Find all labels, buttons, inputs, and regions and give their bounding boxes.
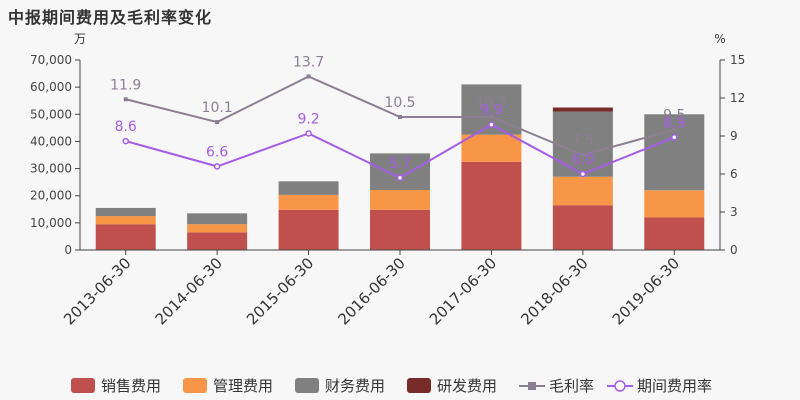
- left-tick-label: 40,000: [30, 134, 72, 148]
- line-point[interactable]: [396, 174, 404, 182]
- bar-segment[interactable]: [552, 107, 613, 112]
- left-tick-label: 60,000: [30, 80, 72, 94]
- left-tick-label: 50,000: [30, 107, 72, 121]
- bar-segment[interactable]: [644, 190, 705, 218]
- legend-label: 管理费用: [213, 377, 273, 395]
- left-tick-label: 20,000: [30, 189, 72, 203]
- line-point[interactable]: [489, 115, 494, 119]
- line-point[interactable]: [215, 120, 220, 125]
- data-label: 8.9: [663, 115, 685, 131]
- legend-item[interactable]: 研发费用: [407, 377, 497, 395]
- left-tick-label: 70,000: [30, 53, 72, 67]
- data-label: 5.7: [389, 156, 411, 172]
- data-label: 8.6: [115, 119, 137, 135]
- left-tick-label: 30,000: [30, 162, 72, 176]
- bar-segment[interactable]: [278, 181, 339, 195]
- bar-segment[interactable]: [644, 114, 705, 191]
- line-point[interactable]: [488, 121, 495, 128]
- right-tick-label: 12: [730, 91, 745, 105]
- data-label: 10.1: [202, 100, 233, 116]
- data-label: 9.2: [297, 111, 319, 127]
- right-tick-label: 6: [730, 167, 738, 181]
- legend-item[interactable]: 毛利率: [519, 377, 594, 395]
- bar-segment[interactable]: [187, 232, 248, 250]
- left-y-axis: 0 10,000 20,000 30,000 40,000 50,000 60,000 70,…: [30, 53, 81, 257]
- line-point[interactable]: [671, 134, 678, 141]
- line-point[interactable]: [306, 74, 311, 79]
- right-axis-unit: %: [714, 32, 725, 46]
- chart-legend[interactable]: 销售费用 管理费用 财务费用 研发费用 毛利率 期间费用率: [71, 377, 712, 395]
- bar-segment[interactable]: [95, 207, 156, 217]
- legend-swatch: [71, 378, 95, 393]
- legend-item[interactable]: 期间费用率: [607, 377, 712, 395]
- bar-segment[interactable]: [370, 190, 430, 210]
- line-point[interactable]: [123, 97, 128, 102]
- x-tick-label: 2017-06-30: [426, 254, 500, 328]
- data-label: 6.0: [572, 152, 594, 168]
- left-axis-unit: 万: [74, 32, 86, 46]
- bar-segment[interactable]: [187, 213, 248, 225]
- legend-label: 财务费用: [325, 377, 385, 395]
- bar-segment[interactable]: [461, 161, 522, 250]
- data-label: 10.5: [476, 95, 507, 111]
- legend-swatch: [407, 378, 431, 393]
- bar-series: [95, 84, 705, 250]
- legend-label: 销售费用: [101, 377, 161, 395]
- data-label: 13.7: [293, 54, 324, 70]
- left-tick-label: 10,000: [30, 216, 72, 230]
- x-tick-label: 2018-06-30: [517, 254, 591, 328]
- bar-segment[interactable]: [187, 224, 248, 233]
- left-tick-label: 0: [64, 243, 72, 257]
- legend-label: 期间费用率: [637, 377, 712, 395]
- legend-swatch: [183, 378, 207, 393]
- data-label: 9.5: [663, 108, 685, 124]
- line-point[interactable]: [213, 163, 221, 170]
- bar-segment[interactable]: [552, 205, 613, 250]
- x-tick-label: 2019-06-30: [609, 254, 683, 328]
- right-tick-label: 3: [730, 205, 738, 219]
- right-tick-label: 0: [730, 243, 738, 257]
- x-tick-label: 2013-06-30: [60, 254, 134, 328]
- bar-segment[interactable]: [552, 176, 613, 206]
- x-axis: 2013-06-30 2014-06-30 2015-06-30 2016-06-30…: [60, 249, 720, 328]
- legend-swatch: [295, 378, 319, 393]
- x-tick-label: 2016-06-30: [334, 254, 408, 328]
- data-label: 11.9: [110, 77, 141, 93]
- right-y-axis: 0 3 6 9 12 15: [719, 53, 745, 257]
- chart-title: 中报期间费用及毛利率变化: [8, 8, 213, 27]
- right-tick-label: 9: [730, 129, 738, 143]
- data-label: 7.5: [572, 133, 594, 149]
- x-tick-label: 2015-06-30: [243, 254, 317, 328]
- legend-label: 毛利率: [549, 377, 594, 395]
- bar-segment[interactable]: [95, 224, 156, 250]
- legend-item[interactable]: 管理费用: [183, 377, 273, 395]
- bar-segment[interactable]: [278, 209, 339, 250]
- bar-segment[interactable]: [278, 194, 339, 210]
- data-label: 9.9: [480, 103, 502, 119]
- line-point[interactable]: [398, 115, 402, 119]
- right-tick-label: 15: [730, 53, 745, 67]
- bar-segment[interactable]: [461, 134, 522, 162]
- line-point[interactable]: [122, 137, 129, 145]
- line-series: 11.9 10.1 13.7 10.5 10.5 7.5 9.5 8.6 6.6 9.2 5.7 9.…: [110, 54, 685, 182]
- x-tick-label: 2014-06-30: [152, 254, 226, 328]
- line-point[interactable]: [305, 130, 312, 137]
- bar-segment[interactable]: [370, 153, 430, 191]
- legend-item[interactable]: 财务费用: [295, 377, 385, 395]
- data-label: 10.5: [384, 95, 415, 111]
- bar-segment[interactable]: [95, 216, 156, 225]
- line-point[interactable]: [580, 153, 585, 157]
- bar-segment[interactable]: [370, 209, 430, 250]
- line-point[interactable]: [579, 170, 587, 178]
- legend-label: 研发费用: [437, 377, 497, 395]
- legend-item[interactable]: 销售费用: [71, 377, 161, 395]
- bar-segment[interactable]: [644, 217, 705, 250]
- data-label: 6.6: [206, 144, 228, 160]
- line-point[interactable]: [672, 127, 677, 132]
